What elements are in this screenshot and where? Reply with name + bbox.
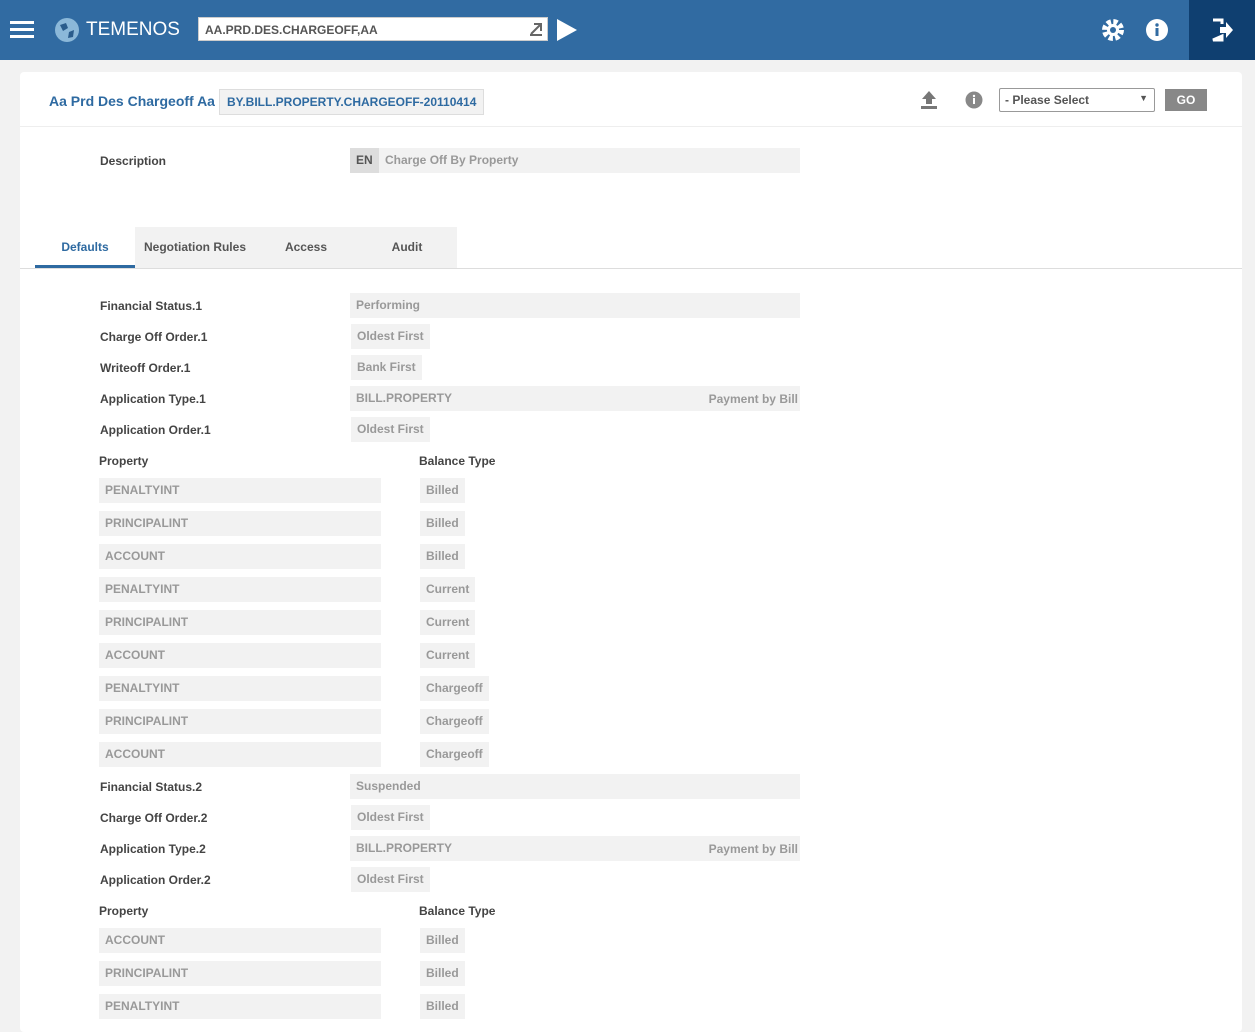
field-label: Writeoff Order.1: [100, 361, 191, 375]
select-value: - Please Select: [1005, 93, 1090, 107]
tab-audit[interactable]: Audit: [357, 227, 457, 268]
top-bar: TEMENOS AA.PRD.DES.CHARGEOFF,AA: [0, 0, 1255, 60]
field-label: Application Type.2: [100, 842, 206, 856]
balance-type-value[interactable]: Billed: [420, 511, 465, 536]
info-icon[interactable]: [965, 91, 983, 112]
balance-type-value[interactable]: Billed: [420, 928, 465, 953]
property-value[interactable]: PENALTYINT: [99, 577, 381, 602]
field-label: Charge Off Order.1: [100, 330, 208, 344]
info-icon[interactable]: [1145, 18, 1169, 45]
page-title: Aa Prd Des Chargeoff Aa: [49, 93, 215, 109]
record-id: BY.BILL.PROPERTY.CHARGEOFF-20110414: [219, 89, 485, 115]
field-value[interactable]: Suspended: [350, 774, 800, 799]
balance-type-value[interactable]: Billed: [420, 994, 465, 1019]
property-value[interactable]: PRINCIPALINT: [99, 610, 381, 635]
balance-type-header: Balance Type: [419, 904, 496, 918]
property-value[interactable]: PRINCIPALINT: [99, 511, 381, 536]
language-badge: EN: [350, 148, 379, 173]
expand-arrow-icon[interactable]: [529, 22, 543, 39]
divider: [20, 126, 1242, 127]
balance-type-value[interactable]: Current: [420, 577, 476, 602]
property-value[interactable]: ACCOUNT: [99, 544, 381, 569]
logout-button[interactable]: [1189, 0, 1255, 60]
property-value[interactable]: ACCOUNT: [99, 742, 381, 767]
run-play-icon[interactable]: [556, 18, 578, 45]
field-label: Financial Status.1: [100, 299, 203, 313]
balance-type-value[interactable]: Current: [420, 610, 476, 635]
logout-icon: [1212, 18, 1233, 42]
property-value[interactable]: PENALTYINT: [99, 478, 381, 503]
field-value[interactable]: Oldest First: [351, 417, 430, 442]
balance-type-value[interactable]: Billed: [420, 478, 465, 503]
property-value[interactable]: ACCOUNT: [99, 928, 381, 953]
balance-type-value[interactable]: Billed: [420, 544, 465, 569]
field-label: Application Order.2: [100, 873, 211, 887]
property-header: Property: [99, 904, 149, 918]
brand-logo: TEMENOS: [86, 19, 180, 40]
field-value[interactable]: BILL.PROPERTY: [350, 836, 800, 861]
field-label: Application Type.1: [100, 392, 206, 406]
tab-access[interactable]: Access: [255, 227, 357, 268]
property-value[interactable]: ACCOUNT: [99, 643, 381, 668]
record-card: Aa Prd Des Chargeoff Aa BY.BILL.PROPERTY…: [20, 72, 1242, 1032]
property-value[interactable]: PRINCIPALINT: [99, 709, 381, 734]
balance-type-value[interactable]: Chargeoff: [420, 709, 489, 734]
command-input[interactable]: AA.PRD.DES.CHARGEOFF,AA: [198, 17, 548, 41]
globe-logo-icon: [54, 17, 80, 46]
balance-type-value[interactable]: Chargeoff: [420, 742, 489, 767]
balance-type-header: Balance Type: [419, 454, 496, 468]
description-value: Charge Off By Property: [385, 153, 519, 167]
field-value[interactable]: Oldest First: [351, 324, 430, 349]
balance-type-value[interactable]: Billed: [420, 961, 465, 986]
tab-divider: [20, 268, 1242, 269]
field-value[interactable]: Oldest First: [351, 867, 430, 892]
balance-type-value[interactable]: Current: [420, 643, 476, 668]
field-enrichment: Payment by Bill: [708, 392, 798, 406]
gear-icon[interactable]: [1101, 18, 1125, 45]
menu-icon[interactable]: [10, 20, 34, 41]
tab-negotiation-rules[interactable]: Negotiation Rules: [135, 227, 255, 268]
balance-type-value[interactable]: Chargeoff: [420, 676, 489, 701]
upload-icon[interactable]: [920, 90, 938, 113]
command-value: AA.PRD.DES.CHARGEOFF,AA: [205, 23, 378, 37]
property-header: Property: [99, 454, 149, 468]
field-value[interactable]: BILL.PROPERTY: [350, 386, 800, 411]
tab-defaults[interactable]: Defaults: [35, 227, 135, 268]
description-field[interactable]: EN Charge Off By Property: [350, 148, 800, 173]
go-button[interactable]: GO: [1165, 89, 1207, 111]
property-value[interactable]: PENALTYINT: [99, 994, 381, 1019]
field-enrichment: Payment by Bill: [708, 842, 798, 856]
action-select[interactable]: - Please Select ▼: [999, 88, 1155, 112]
chevron-down-icon: ▼: [1139, 93, 1148, 103]
field-value[interactable]: Performing: [350, 293, 800, 318]
property-value[interactable]: PRINCIPALINT: [99, 961, 381, 986]
field-label: Charge Off Order.2: [100, 811, 208, 825]
field-value[interactable]: Oldest First: [351, 805, 430, 830]
property-value[interactable]: PENALTYINT: [99, 676, 381, 701]
field-label: Application Order.1: [100, 423, 211, 437]
description-label: Description: [100, 154, 167, 168]
field-label: Financial Status.2: [100, 780, 203, 794]
field-value[interactable]: Bank First: [351, 355, 422, 380]
